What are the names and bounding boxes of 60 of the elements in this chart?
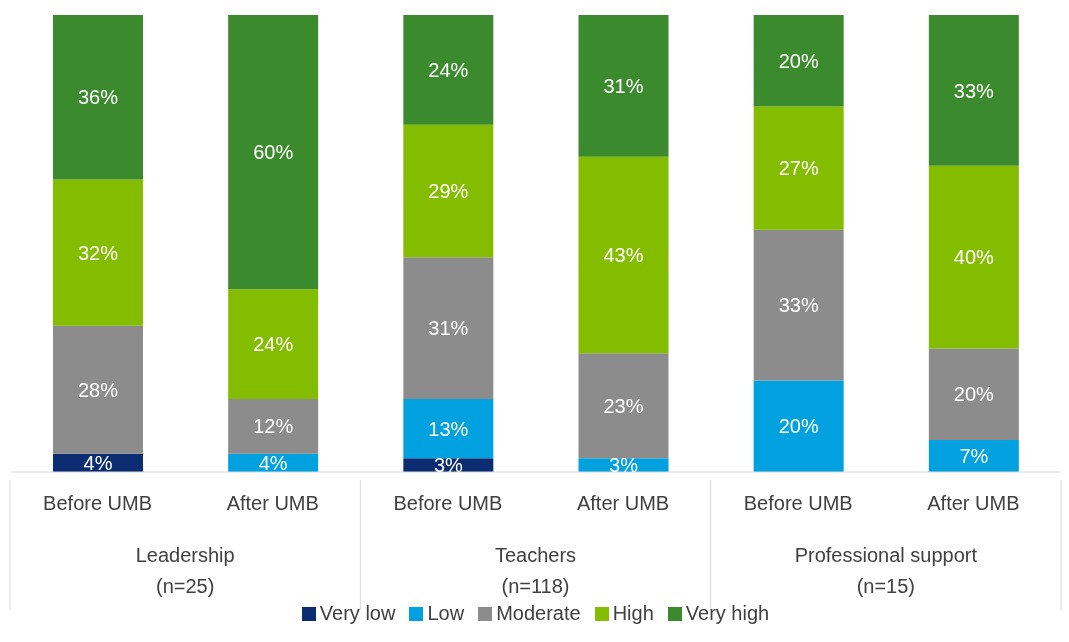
legend-label: Very low [318,602,396,625]
bar [53,179,143,326]
data-label: 60% [253,141,294,164]
data-label: 4% [83,451,113,474]
data-label: 12% [253,415,294,438]
data-label: 23% [603,394,644,417]
data-label: 4% [258,451,288,474]
bar [753,106,844,230]
data-label: 29% [428,180,469,203]
x-tick-label: Before UMB [43,492,153,514]
bar [928,165,1019,349]
data-label: 31% [603,74,644,97]
legend-label: High [611,602,654,625]
data-label: 43% [603,244,644,267]
bar [228,398,319,454]
bar [753,229,844,381]
bar [403,15,494,125]
bar [928,15,1019,166]
text: Professional support (n=15) [794,544,978,597]
text: Leadership (n=25) [135,544,235,597]
data-label: 24% [253,333,294,356]
bar [228,289,319,399]
data-label: 33% [953,79,995,102]
bar [228,15,319,290]
bar [53,325,143,454]
data-label: 7% [959,445,989,468]
legend-label: Very high [684,602,770,625]
text: Teachers (n=118) [494,544,577,597]
bar [928,440,1019,472]
bar [578,156,669,354]
legend-label: Moderate [495,602,581,625]
data-label: 13% [428,417,469,440]
x-tick-label: After UMB [576,492,670,514]
data-label: 28% [77,378,119,401]
data-label: 32% [77,241,119,264]
data-label: 33% [778,294,819,317]
data-label: 31% [428,317,469,340]
x-tick-label: After UMB [927,492,1020,514]
data-label: 3% [433,454,463,477]
data-label: 20% [778,49,819,72]
bar [578,15,669,157]
bar [403,257,494,399]
x-tick-label: Before UMB [743,492,853,514]
data-label: 20% [953,383,995,406]
bar [403,398,494,459]
data-label: 20% [778,415,819,438]
bar [403,124,494,258]
bar [928,348,1019,441]
data-label: 40% [953,246,995,269]
bar [753,380,844,472]
legend-label: Low [426,602,465,625]
bar [53,15,143,180]
x-tick-label: Before UMB [393,492,503,514]
bar [578,353,669,459]
bar [753,15,844,107]
data-label: 27% [778,157,819,180]
data-label: 24% [428,58,469,81]
data-label: 3% [609,454,639,477]
data-label: 36% [77,86,119,109]
x-tick-label: After UMB [226,492,319,514]
